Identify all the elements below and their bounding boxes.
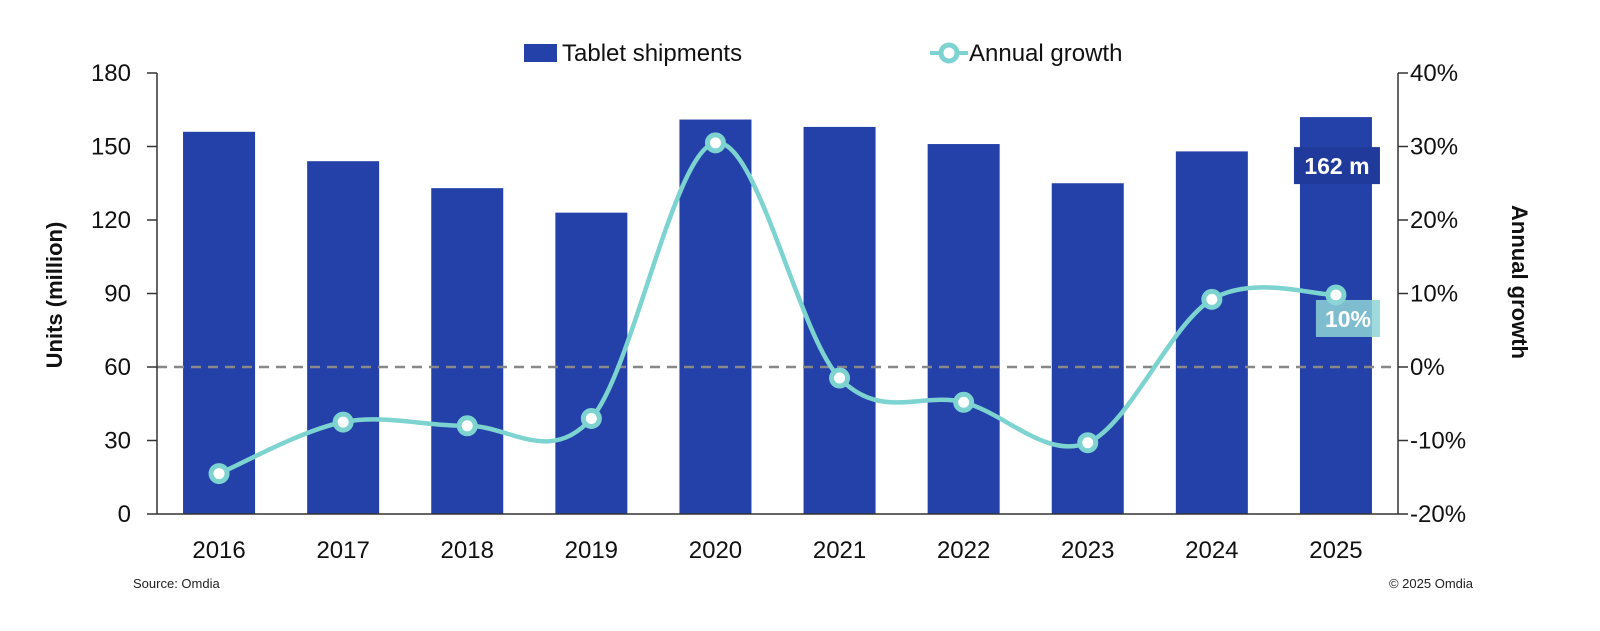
- bar-2023: [1051, 183, 1124, 514]
- tick-labels-layer: 0 30 60 90 120 150 180 -20% -10% 0% 10% 20% 30% 40% 20…: [91, 60, 1466, 564]
- bar-2019: [555, 212, 628, 514]
- y-tick-label-0: 0: [118, 501, 131, 528]
- growth-line-layer: [208, 132, 1347, 485]
- x-tick-label-2021: 2021: [813, 537, 866, 564]
- y2-tick-label-0: -20%: [1410, 501, 1466, 528]
- legend-line-label: Annual growth: [969, 40, 1122, 67]
- x-tick-label-2020: 2020: [689, 537, 742, 564]
- bars-layer: [183, 117, 1372, 515]
- growth-callout-label: 10%: [1325, 306, 1371, 332]
- legend-bar-label: Tablet shipments: [562, 40, 742, 67]
- y2-tick-label-2: 0%: [1410, 354, 1445, 381]
- y-tick-label-90: 90: [104, 281, 131, 308]
- growth-point-2016: [208, 463, 230, 485]
- y2-tick-label-5: 30%: [1410, 134, 1458, 161]
- y-tick-label-60: 60: [104, 354, 131, 381]
- legend-line-marker: [938, 42, 960, 64]
- bar-2021: [803, 126, 876, 515]
- x-tick-label-2018: 2018: [441, 537, 494, 564]
- growth-callout-box: [1315, 299, 1380, 337]
- y-tick-label-120: 120: [91, 207, 131, 234]
- y2-tick-label-3: 10%: [1410, 281, 1458, 308]
- growth-point-2018: [456, 415, 478, 437]
- legend-bar-swatch: [524, 44, 557, 62]
- bar-callout-label: 162 m: [1304, 153, 1369, 179]
- legend: Tablet shipments Annual growth: [524, 40, 1122, 67]
- y-tick-label-30: 30: [104, 428, 131, 455]
- growth-line: [216, 140, 1339, 476]
- growth-point-2021: [829, 367, 851, 389]
- y2-tick-label-1: -10%: [1410, 428, 1466, 455]
- bar-2022: [927, 144, 1000, 515]
- x-tick-label-2022: 2022: [937, 537, 990, 564]
- bar-2018: [431, 188, 504, 514]
- y-axis-title: Units (million): [42, 222, 67, 369]
- axes-layer: [147, 72, 1408, 515]
- y2-tick-label-4: 20%: [1410, 207, 1458, 234]
- y2-axis-title: Annual growth: [1507, 205, 1532, 359]
- y-tick-label-150: 150: [91, 134, 131, 161]
- copyright-note: © 2025 Omdia: [1389, 576, 1474, 591]
- x-tick-label-2024: 2024: [1185, 537, 1238, 564]
- y2-tick-label-6: 40%: [1410, 60, 1458, 87]
- x-tick-label-2023: 2023: [1061, 537, 1114, 564]
- growth-point-2020: [704, 132, 726, 154]
- y-tick-label-180: 180: [91, 60, 131, 87]
- growth-point-2024: [1201, 288, 1223, 310]
- growth-point-2023: [1077, 432, 1099, 454]
- growth-point-2022: [953, 391, 975, 413]
- x-tick-label-2025: 2025: [1309, 537, 1362, 564]
- x-tick-label-2019: 2019: [565, 537, 618, 564]
- x-tick-label-2016: 2016: [192, 537, 245, 564]
- x-tick-label-2017: 2017: [316, 537, 369, 564]
- bar-2017: [307, 161, 380, 514]
- source-note: Source: Omdia: [133, 576, 220, 591]
- growth-point-2019: [580, 407, 602, 429]
- bar-2024: [1175, 151, 1248, 514]
- bar-2020: [679, 119, 752, 515]
- bar-callout-box: [1293, 147, 1380, 185]
- bar-2016: [183, 131, 256, 515]
- callout-layer: 162 m 10%: [1293, 147, 1380, 337]
- growth-point-2017: [332, 411, 354, 433]
